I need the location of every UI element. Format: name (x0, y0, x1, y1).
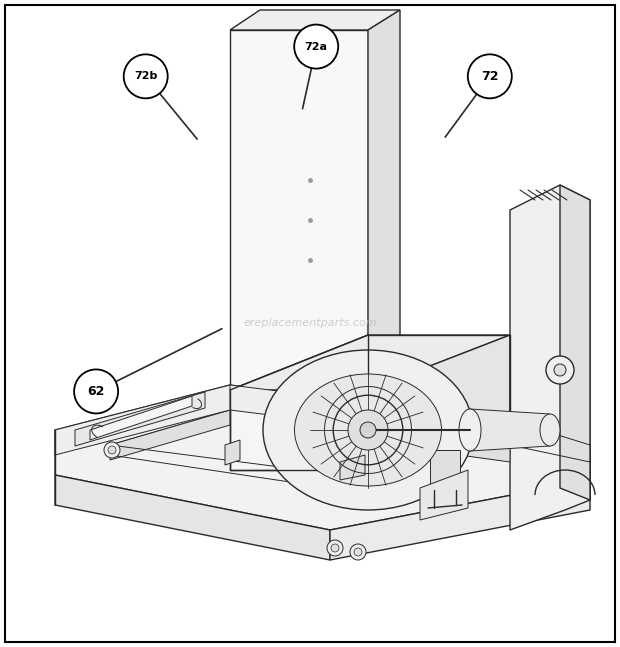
Polygon shape (230, 10, 400, 30)
Polygon shape (420, 470, 468, 520)
Ellipse shape (459, 409, 481, 451)
Circle shape (546, 356, 574, 384)
Polygon shape (110, 410, 230, 460)
Circle shape (327, 540, 343, 556)
Circle shape (350, 544, 366, 560)
Circle shape (104, 442, 120, 458)
Text: 72a: 72a (304, 41, 328, 52)
Text: 72: 72 (481, 70, 498, 83)
Circle shape (554, 364, 566, 376)
Circle shape (124, 54, 167, 98)
Circle shape (468, 54, 512, 98)
Circle shape (294, 25, 338, 69)
Text: 72b: 72b (134, 71, 157, 82)
Text: 62: 62 (87, 385, 105, 398)
Polygon shape (470, 409, 550, 451)
Ellipse shape (540, 414, 560, 446)
Polygon shape (55, 385, 230, 455)
Polygon shape (510, 185, 590, 530)
Ellipse shape (263, 350, 473, 510)
Polygon shape (225, 440, 240, 465)
Polygon shape (560, 185, 590, 500)
Circle shape (348, 410, 388, 450)
Polygon shape (230, 335, 510, 390)
Polygon shape (230, 390, 368, 470)
Circle shape (331, 544, 339, 552)
Circle shape (354, 548, 362, 556)
Polygon shape (330, 480, 590, 560)
Polygon shape (90, 396, 192, 440)
Polygon shape (55, 385, 590, 530)
Circle shape (108, 446, 116, 454)
Polygon shape (55, 475, 330, 560)
Polygon shape (75, 392, 205, 446)
Circle shape (74, 369, 118, 413)
Polygon shape (368, 335, 510, 470)
Polygon shape (430, 450, 460, 490)
Polygon shape (340, 455, 365, 480)
Ellipse shape (294, 374, 441, 486)
Polygon shape (365, 425, 510, 462)
Polygon shape (230, 30, 368, 390)
Polygon shape (110, 385, 510, 445)
Text: ereplacementparts.com: ereplacementparts.com (243, 318, 377, 328)
Circle shape (360, 422, 376, 438)
Polygon shape (368, 10, 400, 390)
